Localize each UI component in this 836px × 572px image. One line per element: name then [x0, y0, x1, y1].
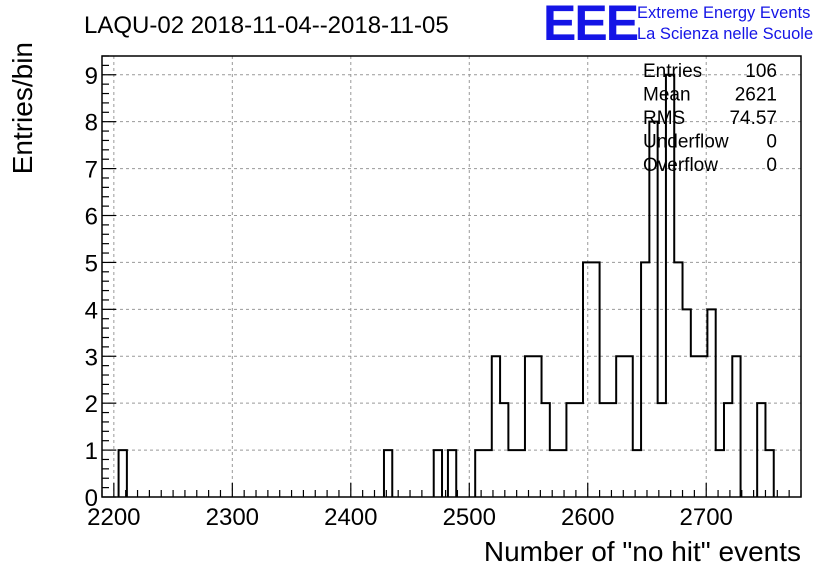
x-tick-label-2600: 2600: [561, 504, 614, 531]
stats-value-entries: 106: [745, 61, 777, 82]
tick-marks: [101, 55, 802, 498]
y-tick-label-9: 9: [85, 63, 98, 90]
x-tick-label-2400: 2400: [324, 504, 377, 531]
x-axis-label: Number of "no hit" events: [484, 536, 801, 567]
logo-line-2: La Scienza nelle Scuole: [637, 25, 813, 43]
logo-line-1: Extreme Energy Events: [637, 4, 810, 22]
y-tick-label-5: 5: [85, 250, 98, 277]
y-tick-label-8: 8: [85, 110, 98, 137]
y-tick-labels: 0 1 2 3 4 5 6 7 8 9: [85, 63, 98, 512]
logo-letters: EEE: [543, 0, 638, 51]
x-tick-labels: 2200 2300 2400 2500 2600 2700: [87, 504, 733, 531]
stats-value-mean: 2621: [735, 85, 777, 106]
y-tick-label-3: 3: [85, 344, 98, 371]
y-tick-label-0: 0: [85, 485, 98, 512]
x-tick-label-2200: 2200: [87, 504, 140, 531]
y-tick-label-4: 4: [85, 297, 98, 324]
y-tick-label-6: 6: [85, 204, 98, 231]
x-tick-label-2700: 2700: [680, 504, 733, 531]
stats-label-underflow: Underflow: [643, 132, 729, 153]
chart-title: LAQU-02 2018-11-04--2018-11-05: [84, 12, 449, 39]
stats-value-rms: 74.57: [729, 108, 777, 129]
plot-frame: [101, 55, 802, 498]
y-tick-label-1: 1: [85, 438, 98, 465]
stats-label-entries: Entries: [643, 61, 702, 82]
axes: [101, 55, 802, 498]
stats-label-mean: Mean: [643, 85, 691, 106]
stats-value-underflow: 0: [766, 132, 777, 153]
x-tick-label-2500: 2500: [443, 504, 496, 531]
histogram-outline: [117, 73, 775, 497]
stats-label-overflow: Overflow: [643, 155, 718, 176]
eee-logo: EEE Extreme Energy Events La Scienza nel…: [543, 0, 813, 51]
stats-label-rms: RMS: [643, 108, 685, 129]
y-tick-label-2: 2: [85, 391, 98, 418]
y-axis-label: Entries/bin: [7, 42, 38, 174]
x-tick-label-2300: 2300: [206, 504, 259, 531]
y-tick-label-7: 7: [85, 157, 98, 184]
stats-value-overflow: 0: [766, 155, 777, 176]
